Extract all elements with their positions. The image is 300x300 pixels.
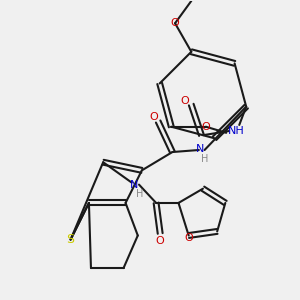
- Text: O: O: [149, 112, 158, 122]
- Text: O: O: [156, 236, 165, 246]
- Text: O: O: [181, 95, 190, 106]
- Text: O: O: [184, 232, 193, 242]
- Text: O: O: [202, 122, 210, 132]
- Text: H: H: [136, 189, 143, 199]
- Text: N: N: [196, 144, 204, 154]
- Text: O: O: [171, 18, 179, 28]
- Text: N: N: [130, 180, 138, 190]
- Text: S: S: [67, 233, 75, 246]
- Text: H: H: [201, 154, 209, 164]
- Text: NH: NH: [228, 126, 244, 136]
